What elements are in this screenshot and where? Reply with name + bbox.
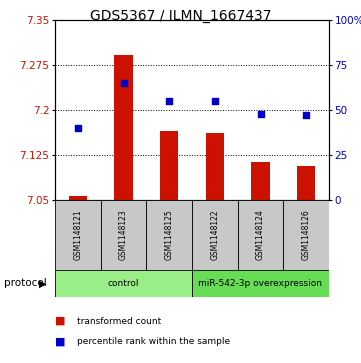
Text: ▶: ▶: [39, 278, 47, 289]
Text: GSM1148124: GSM1148124: [256, 209, 265, 260]
Text: GSM1148122: GSM1148122: [210, 210, 219, 260]
Point: [166, 98, 172, 104]
Text: control: control: [108, 279, 139, 288]
Bar: [69, 196, 87, 200]
Text: GDS5367 / ILMN_1667437: GDS5367 / ILMN_1667437: [90, 9, 271, 23]
Point: [75, 125, 81, 131]
Bar: [206, 133, 224, 200]
Point: [121, 80, 126, 86]
Text: GSM1148123: GSM1148123: [119, 209, 128, 260]
Bar: [283, 200, 329, 270]
Text: protocol: protocol: [4, 278, 46, 289]
Text: ■: ■: [55, 316, 65, 326]
Point: [258, 111, 264, 117]
Text: GSM1148126: GSM1148126: [302, 209, 311, 260]
Bar: [55, 200, 101, 270]
Bar: [55, 270, 192, 297]
Text: miR-542-3p overexpression: miR-542-3p overexpression: [199, 279, 322, 288]
Bar: [192, 270, 329, 297]
Bar: [192, 200, 238, 270]
Bar: [238, 200, 283, 270]
Point: [212, 98, 218, 104]
Text: ■: ■: [55, 337, 65, 347]
Text: percentile rank within the sample: percentile rank within the sample: [77, 338, 230, 347]
Bar: [160, 131, 178, 200]
Bar: [297, 166, 315, 200]
Bar: [146, 200, 192, 270]
Text: GSM1148125: GSM1148125: [165, 209, 174, 260]
Bar: [251, 162, 270, 200]
Point: [303, 113, 309, 118]
Bar: [101, 200, 146, 270]
Bar: [114, 55, 132, 200]
Text: GSM1148121: GSM1148121: [73, 210, 82, 260]
Text: transformed count: transformed count: [77, 317, 161, 326]
